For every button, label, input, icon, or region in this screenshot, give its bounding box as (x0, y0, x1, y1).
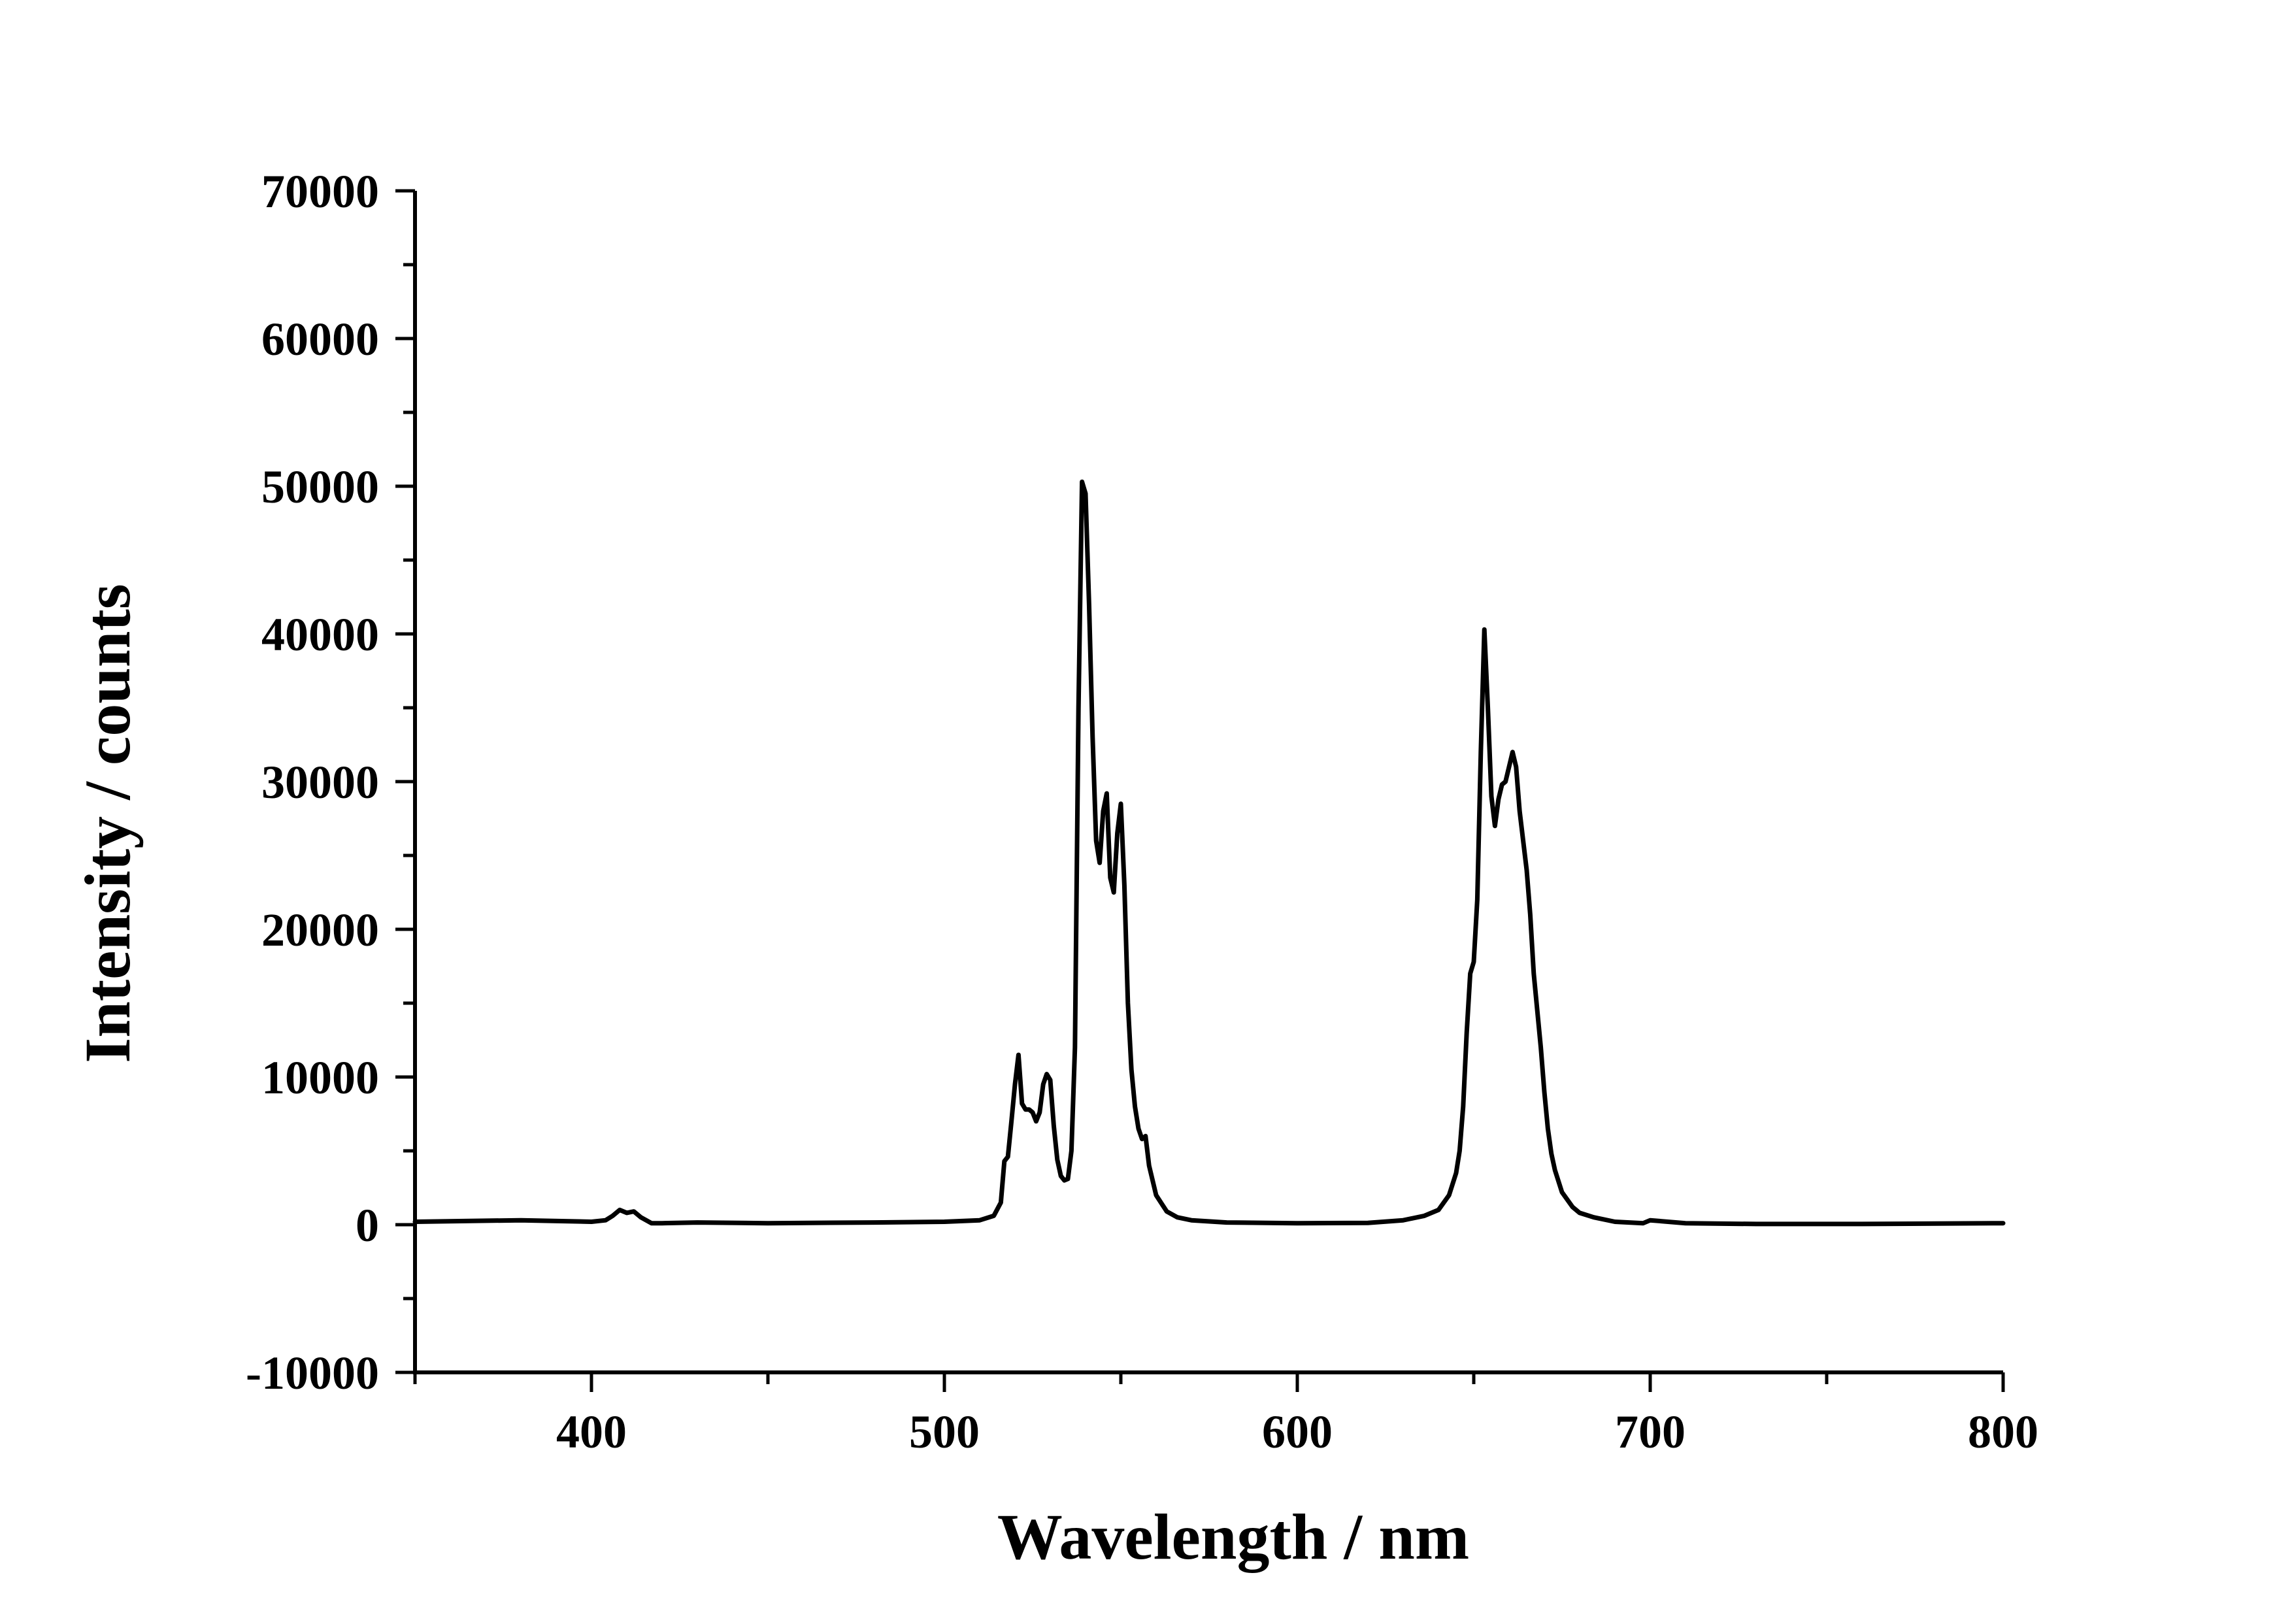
y-tick-label: 20000 (261, 904, 379, 956)
y-tick-label: 60000 (261, 313, 379, 365)
y-tick-label: 0 (356, 1199, 379, 1251)
y-tick-label: -10000 (246, 1347, 379, 1399)
x-tick-label: 800 (1968, 1406, 2038, 1458)
x-tick-label: 600 (1262, 1406, 1333, 1458)
x-tick-label: 500 (909, 1406, 980, 1458)
axes-layer: 400 500 600 700 800 -10000 0 10000 20000 30000 400… (246, 165, 2038, 1458)
x-tick-label: 700 (1615, 1406, 1686, 1458)
x-tick-label: 400 (556, 1406, 627, 1458)
y-axis-title: Intensity / counts (71, 584, 144, 1063)
x-axis-title: Wavelength / nm (997, 1500, 1469, 1573)
y-tick-label: 10000 (261, 1052, 379, 1104)
y-tick-label: 40000 (261, 608, 379, 661)
data-layer (412, 479, 2006, 1227)
y-tick-label: 30000 (261, 756, 379, 808)
spectrum-line (412, 479, 2006, 1227)
y-tick-label: 70000 (261, 165, 379, 218)
y-tick-label: 50000 (261, 461, 379, 513)
